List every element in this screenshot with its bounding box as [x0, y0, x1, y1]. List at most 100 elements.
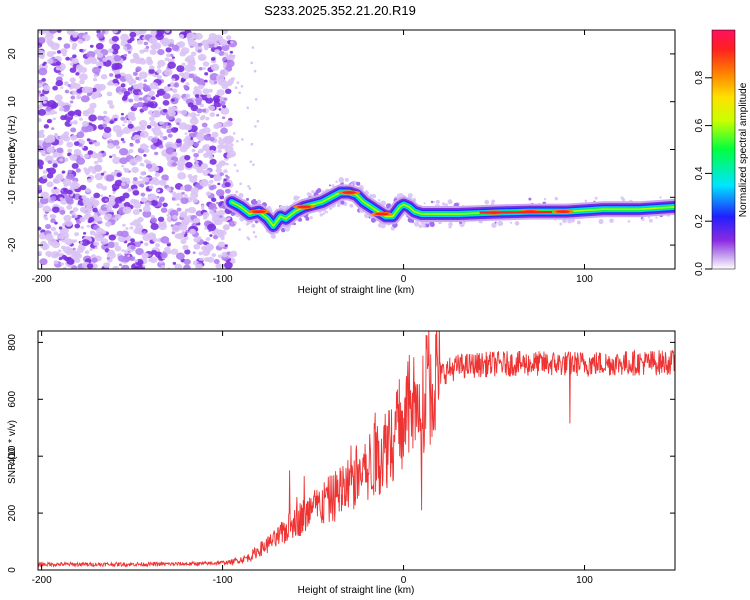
- ridge-halo-speckle: [648, 218, 653, 223]
- noise-speckle: [148, 68, 155, 74]
- noise-speckle: [96, 52, 104, 58]
- noise-speckle: [51, 241, 61, 249]
- noise-speckle: [93, 141, 101, 147]
- noise-speckle: [139, 130, 149, 139]
- noise-speckle: [41, 77, 46, 82]
- noise-speckle: [142, 106, 148, 112]
- noise-speckle: [62, 178, 72, 186]
- noise-speckle: [103, 170, 107, 174]
- noise-speckle: [51, 187, 60, 195]
- noise-speckle: [87, 178, 93, 183]
- ridge-halo-speckle: [407, 193, 413, 198]
- noise-speckle: [204, 72, 209, 76]
- ridge-halo-speckle: [319, 213, 323, 217]
- ridge-halo-speckle: [491, 199, 495, 204]
- noise-speckle: [93, 74, 98, 78]
- noise-speckle: [48, 30, 58, 34]
- noise-speckle: [202, 211, 210, 218]
- noise-speckle: [135, 247, 144, 256]
- noise-speckle: [171, 151, 178, 157]
- noise-speckle: [51, 206, 60, 213]
- ridge-halo-speckle: [418, 224, 423, 229]
- noise-speckle: [118, 147, 129, 156]
- noise-speckle: [60, 73, 65, 77]
- noise-speckle: [108, 138, 112, 142]
- noise-speckle: [198, 251, 203, 256]
- noise-speckle: [96, 227, 105, 235]
- noise-speckle: [150, 223, 159, 231]
- spectrogram-ylabel: Frequency (Hz): [7, 116, 18, 185]
- noise-speckle: [190, 187, 199, 195]
- noise-speckle: [130, 245, 136, 250]
- noise-speckle: [195, 161, 199, 164]
- noise-speckle: [38, 67, 48, 76]
- noise-speckle: [171, 197, 176, 201]
- noise-speckle: [190, 104, 199, 112]
- ridge-halo-speckle: [647, 216, 651, 219]
- noise-speckle: [130, 79, 137, 85]
- ridge-halo-speckle: [655, 216, 658, 219]
- noise-speckle: [167, 109, 176, 117]
- noise-speckle: [172, 261, 177, 265]
- noise-speckle: [222, 62, 228, 66]
- noise-speckle: [114, 83, 119, 87]
- noise-speckle: [201, 108, 207, 113]
- noise-speckle: [38, 159, 44, 167]
- noise-speckle: [69, 121, 73, 125]
- noise-speckle: [220, 236, 225, 241]
- noise-speckle: [167, 122, 171, 126]
- noise-speckle: [156, 30, 165, 36]
- noise-speckle: [95, 152, 103, 160]
- noise-speckle: [168, 38, 175, 44]
- noise-speckle: [193, 174, 198, 179]
- noise-speckle: [236, 169, 239, 173]
- noise-speckle: [234, 86, 238, 89]
- noise-speckle: [164, 153, 169, 157]
- spectrogram-ytick-label: 0: [7, 146, 18, 152]
- noise-speckle: [135, 66, 142, 72]
- noise-speckle: [193, 236, 201, 243]
- noise-speckle: [122, 192, 130, 199]
- noise-speckle: [88, 114, 97, 122]
- noise-speckle: [159, 179, 167, 186]
- noise-speckle: [70, 239, 76, 244]
- noise-speckle: [124, 253, 128, 256]
- noise-speckle: [73, 141, 80, 146]
- noise-speckle: [112, 156, 122, 165]
- ridge-halo-speckle: [322, 212, 326, 215]
- noise-speckle: [152, 236, 157, 240]
- noise-speckle: [52, 254, 56, 258]
- noise-speckle: [152, 179, 161, 186]
- noise-speckle: [55, 80, 64, 87]
- noise-speckle: [189, 65, 196, 72]
- noise-speckle: [160, 265, 166, 269]
- ridge-halo-speckle: [627, 220, 631, 223]
- ridge-peak: [555, 210, 570, 214]
- ridge-halo-speckle: [609, 218, 614, 224]
- ridge-halo-speckle: [641, 218, 645, 221]
- noise-speckle: [107, 142, 115, 149]
- noise-speckle: [151, 249, 158, 255]
- ridge-halo-speckle: [528, 197, 532, 201]
- noise-speckle: [149, 49, 157, 56]
- ridge-halo-speckle: [584, 199, 588, 203]
- noise-speckle: [207, 173, 211, 176]
- noise-speckle: [137, 85, 142, 90]
- noise-speckle: [162, 100, 170, 106]
- noise-speckle: [142, 84, 151, 92]
- spectrogram-xtick-label: -100: [213, 274, 233, 285]
- noise-speckle: [218, 229, 223, 234]
- noise-speckle: [184, 194, 188, 198]
- noise-speckle: [211, 197, 217, 203]
- noise-speckle: [122, 140, 126, 144]
- noise-speckle: [113, 242, 119, 247]
- noise-speckle: [149, 120, 157, 127]
- noise-speckle: [70, 127, 77, 133]
- noise-speckle: [134, 199, 140, 204]
- snr-ytick-label: 0: [7, 567, 18, 573]
- noise-speckle: [63, 214, 72, 222]
- noise-speckle: [74, 257, 81, 263]
- noise-speckle: [76, 95, 82, 100]
- noise-speckle: [180, 197, 189, 205]
- noise-speckle: [241, 138, 244, 141]
